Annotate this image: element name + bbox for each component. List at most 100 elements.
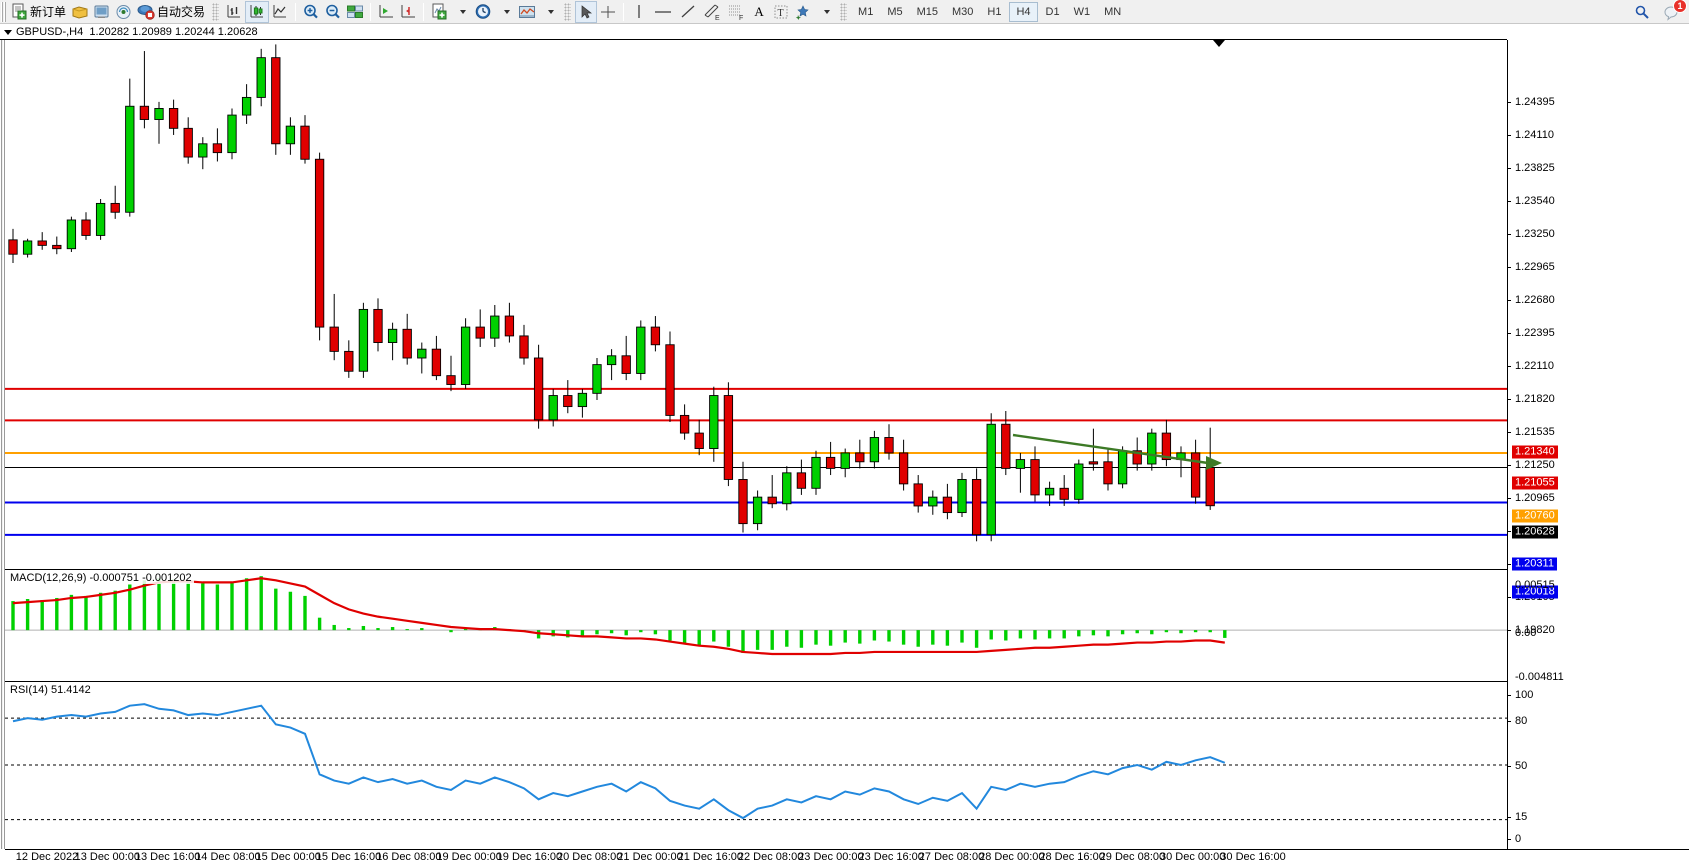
candle <box>782 466 792 511</box>
chart-window[interactable]: GBPUSD-,H4 1.20282 1.20989 1.20244 1.206… <box>0 25 1689 863</box>
price-tick <box>1508 498 1511 499</box>
chevron-down-icon <box>503 9 510 14</box>
price-level-pivot-orange[interactable]: 1.20760 <box>1512 509 1558 523</box>
candle <box>1059 475 1069 506</box>
time-axis[interactable]: 12 Dec 2022 13 Dec 00:00 13 Dec 16:00 14 De… <box>5 849 1689 863</box>
candle <box>358 302 369 378</box>
timeframe-w1[interactable]: W1 <box>1073 5 1091 18</box>
price-level-support-2[interactable]: 1.20018 <box>1512 585 1558 599</box>
candle <box>825 441 836 476</box>
price-level-resistance-2[interactable]: 1.21055 <box>1512 476 1558 490</box>
candle <box>519 324 529 365</box>
macd-pane[interactable]: MACD(12,26,9) -0.000751 -0.001202 <box>5 571 1507 682</box>
candle <box>344 340 354 378</box>
time-axis-label: 30 Dec 00:00 <box>1159 851 1226 863</box>
time-axis-label: 23 Dec 00:00 <box>798 851 864 863</box>
candle <box>898 439 909 491</box>
bar-chart-button[interactable] <box>223 1 245 23</box>
new-order-button[interactable]: 新订单 <box>9 1 69 23</box>
candle <box>884 424 894 460</box>
candle <box>227 108 237 160</box>
shift-start-button[interactable] <box>375 1 397 23</box>
candle <box>431 335 442 381</box>
time-axis-label: 13 Dec 16:00 <box>134 851 201 863</box>
vline-icon <box>638 4 640 18</box>
line-chart-button[interactable] <box>269 1 291 23</box>
price-tick <box>1508 168 1511 169</box>
template-dropdown[interactable] <box>450 1 472 23</box>
toolbar-grip-3[interactable] <box>564 2 572 21</box>
shift-end-button[interactable] <box>397 1 419 23</box>
toolbar-grip-4[interactable] <box>840 2 848 21</box>
timeframe-m30[interactable]: M30 <box>952 5 974 18</box>
template-button[interactable] <box>428 1 450 23</box>
price-tick <box>1508 531 1511 532</box>
time-axis-label: 15 Dec 00:00 <box>255 851 321 863</box>
fibo-button[interactable]: F <box>724 1 748 23</box>
timeframe-m1[interactable]: M1 <box>858 5 874 18</box>
chart-titlebar: GBPUSD-,H4 1.20282 1.20989 1.20244 1.206… <box>0 25 1507 40</box>
price-level-last-price[interactable]: 1.20628 <box>1512 525 1558 539</box>
hline-button[interactable] <box>650 1 676 23</box>
price-tick-label: 1.24110 <box>1515 129 1554 141</box>
toolbar-grip[interactable] <box>1 1 7 22</box>
candle <box>285 117 296 155</box>
objects-button[interactable] <box>792 1 814 23</box>
indicator-dropdown[interactable] <box>538 1 560 23</box>
indicator-button[interactable] <box>516 1 538 23</box>
signal-button[interactable] <box>113 1 135 23</box>
period-button[interactable] <box>472 1 494 23</box>
timeframe-h1[interactable]: H1 <box>987 5 1002 18</box>
search-button[interactable] <box>1631 1 1653 23</box>
period-dropdown[interactable] <box>494 1 516 23</box>
price-tick <box>1508 564 1511 565</box>
folder-icon <box>72 5 88 19</box>
candle <box>913 475 923 513</box>
tile-windows-button[interactable] <box>344 1 366 23</box>
folder-button[interactable] <box>69 1 91 23</box>
toolbar-grip-2[interactable] <box>212 2 220 21</box>
price-axis[interactable]: 1.24395 1.24110 1.23825 1.23540 1.23250 1.229… <box>1507 40 1689 849</box>
candle <box>271 44 281 155</box>
objects-dropdown[interactable] <box>814 1 836 23</box>
crosshair-button[interactable] <box>597 1 619 23</box>
rsi-pane[interactable]: RSI(14) 51.4142 <box>5 683 1507 849</box>
candle <box>198 137 208 170</box>
text-button[interactable]: A <box>748 1 770 23</box>
candle <box>168 99 179 135</box>
rsi-axis-label: 50 <box>1515 760 1528 772</box>
price-pane[interactable] <box>5 40 1507 570</box>
candle <box>577 388 588 418</box>
timeframe-m15[interactable]: M15 <box>916 5 938 18</box>
price-tick-label: 1.23250 <box>1515 228 1555 240</box>
terminal-button[interactable] <box>91 1 113 23</box>
price-level-support-1[interactable]: 1.20311 <box>1512 557 1557 571</box>
chevron-down-icon[interactable] <box>4 29 12 35</box>
candle-chart-button[interactable] <box>245 0 270 23</box>
candle <box>1030 446 1040 502</box>
timeframe-h4[interactable]: H4 <box>1009 1 1038 22</box>
timeframe-mn[interactable]: MN <box>1104 5 1122 18</box>
vline-button[interactable] <box>628 1 650 23</box>
text-icon: A <box>754 3 764 19</box>
price-candles <box>5 44 1507 542</box>
candle <box>1190 439 1201 504</box>
down-trend-arrow[interactable] <box>1012 433 1222 470</box>
price-tick-label: 1.21250 <box>1515 459 1555 471</box>
autotrade-button[interactable]: 自动交易 <box>135 1 208 23</box>
textlabel-button[interactable]: T <box>770 1 792 23</box>
zoom-in-button[interactable] <box>300 1 322 23</box>
price-level-resistance-1[interactable]: 1.21340 <box>1512 445 1558 459</box>
candle <box>490 305 500 347</box>
timeframe-d1[interactable]: D1 <box>1045 5 1060 18</box>
chart-vertical-grip[interactable] <box>0 40 5 849</box>
equidistant-button[interactable]: E <box>700 1 724 23</box>
timeframe-m5[interactable]: M5 <box>887 5 903 18</box>
macd-label: MACD(12,26,9) -0.000751 -0.001202 <box>8 572 194 584</box>
bar-chart-icon <box>227 4 241 17</box>
notification-button[interactable]: 1 <box>1661 0 1687 23</box>
cursor-button[interactable] <box>575 0 598 23</box>
zoom-out-button[interactable] <box>322 1 344 23</box>
candle <box>869 430 880 469</box>
trendline-button[interactable] <box>676 1 700 23</box>
